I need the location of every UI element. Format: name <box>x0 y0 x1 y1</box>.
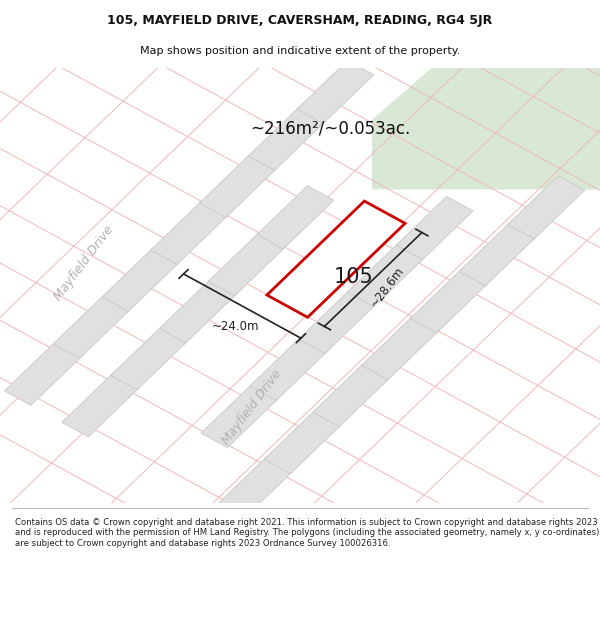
Text: ~28.6m: ~28.6m <box>368 264 407 310</box>
Text: ~216m²/~0.053ac.: ~216m²/~0.053ac. <box>250 119 410 138</box>
Polygon shape <box>347 243 424 306</box>
Text: ~24.0m: ~24.0m <box>211 320 259 333</box>
Polygon shape <box>372 68 600 189</box>
Polygon shape <box>111 327 188 390</box>
Text: Contains OS data © Crown copyright and database right 2021. This information is : Contains OS data © Crown copyright and d… <box>15 518 599 548</box>
Polygon shape <box>4 342 82 406</box>
Polygon shape <box>362 317 439 380</box>
Text: Mayfield Drive: Mayfield Drive <box>220 368 284 448</box>
Polygon shape <box>53 295 130 358</box>
Polygon shape <box>215 458 292 521</box>
Polygon shape <box>313 364 390 427</box>
Polygon shape <box>160 280 236 343</box>
Text: Map shows position and indicative extent of the property.: Map shows position and indicative extent… <box>140 46 460 56</box>
Polygon shape <box>459 222 536 286</box>
Polygon shape <box>508 176 584 239</box>
Text: Mayfield Drive: Mayfield Drive <box>52 224 116 303</box>
Polygon shape <box>102 248 179 311</box>
Polygon shape <box>267 201 405 318</box>
Polygon shape <box>297 61 374 124</box>
Polygon shape <box>299 291 376 354</box>
Polygon shape <box>257 186 334 249</box>
Text: 105, MAYFIELD DRIVE, CAVERSHAM, READING, RG4 5JR: 105, MAYFIELD DRIVE, CAVERSHAM, READING,… <box>107 14 493 27</box>
Polygon shape <box>62 374 139 437</box>
Text: 105: 105 <box>334 267 374 287</box>
Polygon shape <box>410 269 487 332</box>
Polygon shape <box>208 232 285 296</box>
Polygon shape <box>250 338 327 401</box>
Polygon shape <box>248 107 325 171</box>
Polygon shape <box>151 201 227 264</box>
Polygon shape <box>396 196 473 259</box>
Polygon shape <box>264 411 341 474</box>
Polygon shape <box>199 154 277 218</box>
Polygon shape <box>201 384 278 448</box>
